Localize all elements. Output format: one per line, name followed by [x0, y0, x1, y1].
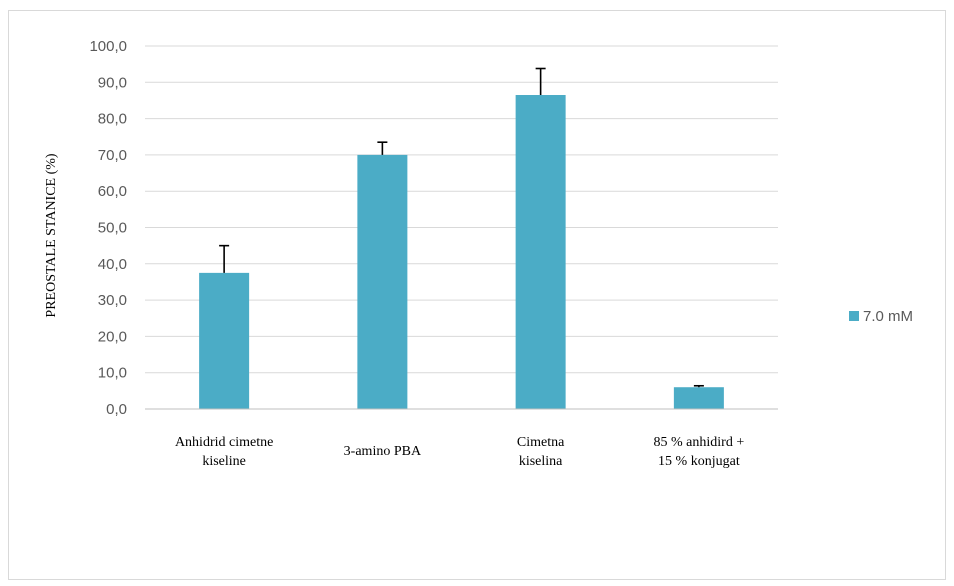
y-tick-label: 20,0 [98, 328, 127, 345]
chart-frame [8, 10, 946, 580]
bar [357, 154, 408, 409]
legend-label: 7.0 mM [863, 308, 913, 325]
x-category-label: kiselina [519, 454, 563, 469]
x-category-label: Anhidrid cimetne [175, 435, 273, 450]
legend-swatch [849, 311, 859, 321]
y-tick-label: 50,0 [98, 220, 127, 237]
y-tick-label: 80,0 [98, 111, 127, 128]
y-tick-label: 70,0 [98, 147, 127, 164]
y-axis-label: PREOSTALE STANICE (%) [44, 153, 59, 318]
y-tick-label: 40,0 [98, 256, 127, 273]
y-tick-label: 10,0 [98, 365, 127, 382]
y-tick-label: 0,0 [106, 401, 127, 418]
y-tick-label: 90,0 [98, 74, 127, 91]
y-axis-ticks: 0,0 10,0 20,0 30,0 40,0 50,0 60,0 70,0 80,0 90,0 1… [89, 38, 127, 418]
x-category-label: 3-amino PBA [344, 444, 422, 459]
legend: 7.0 mM [849, 308, 913, 325]
y-tick-label: 60,0 [98, 183, 127, 200]
y-tick-label: 100,0 [89, 38, 127, 55]
bars [199, 95, 724, 409]
x-category-label: Cimetna [517, 435, 565, 450]
bar [199, 272, 250, 409]
x-category-label: 15 % konjugat [658, 454, 740, 469]
error-bars [219, 67, 704, 388]
bar [515, 95, 566, 409]
y-tick-label: 30,0 [98, 292, 127, 309]
x-axis-categories: Anhidrid cimetne kiseline 3-amino PBA Cimet… [175, 435, 744, 469]
x-category-label: kiseline [202, 454, 246, 469]
bar [673, 387, 724, 409]
x-category-label: 85 % anhidird + [654, 435, 745, 450]
gridlines [145, 45, 778, 374]
